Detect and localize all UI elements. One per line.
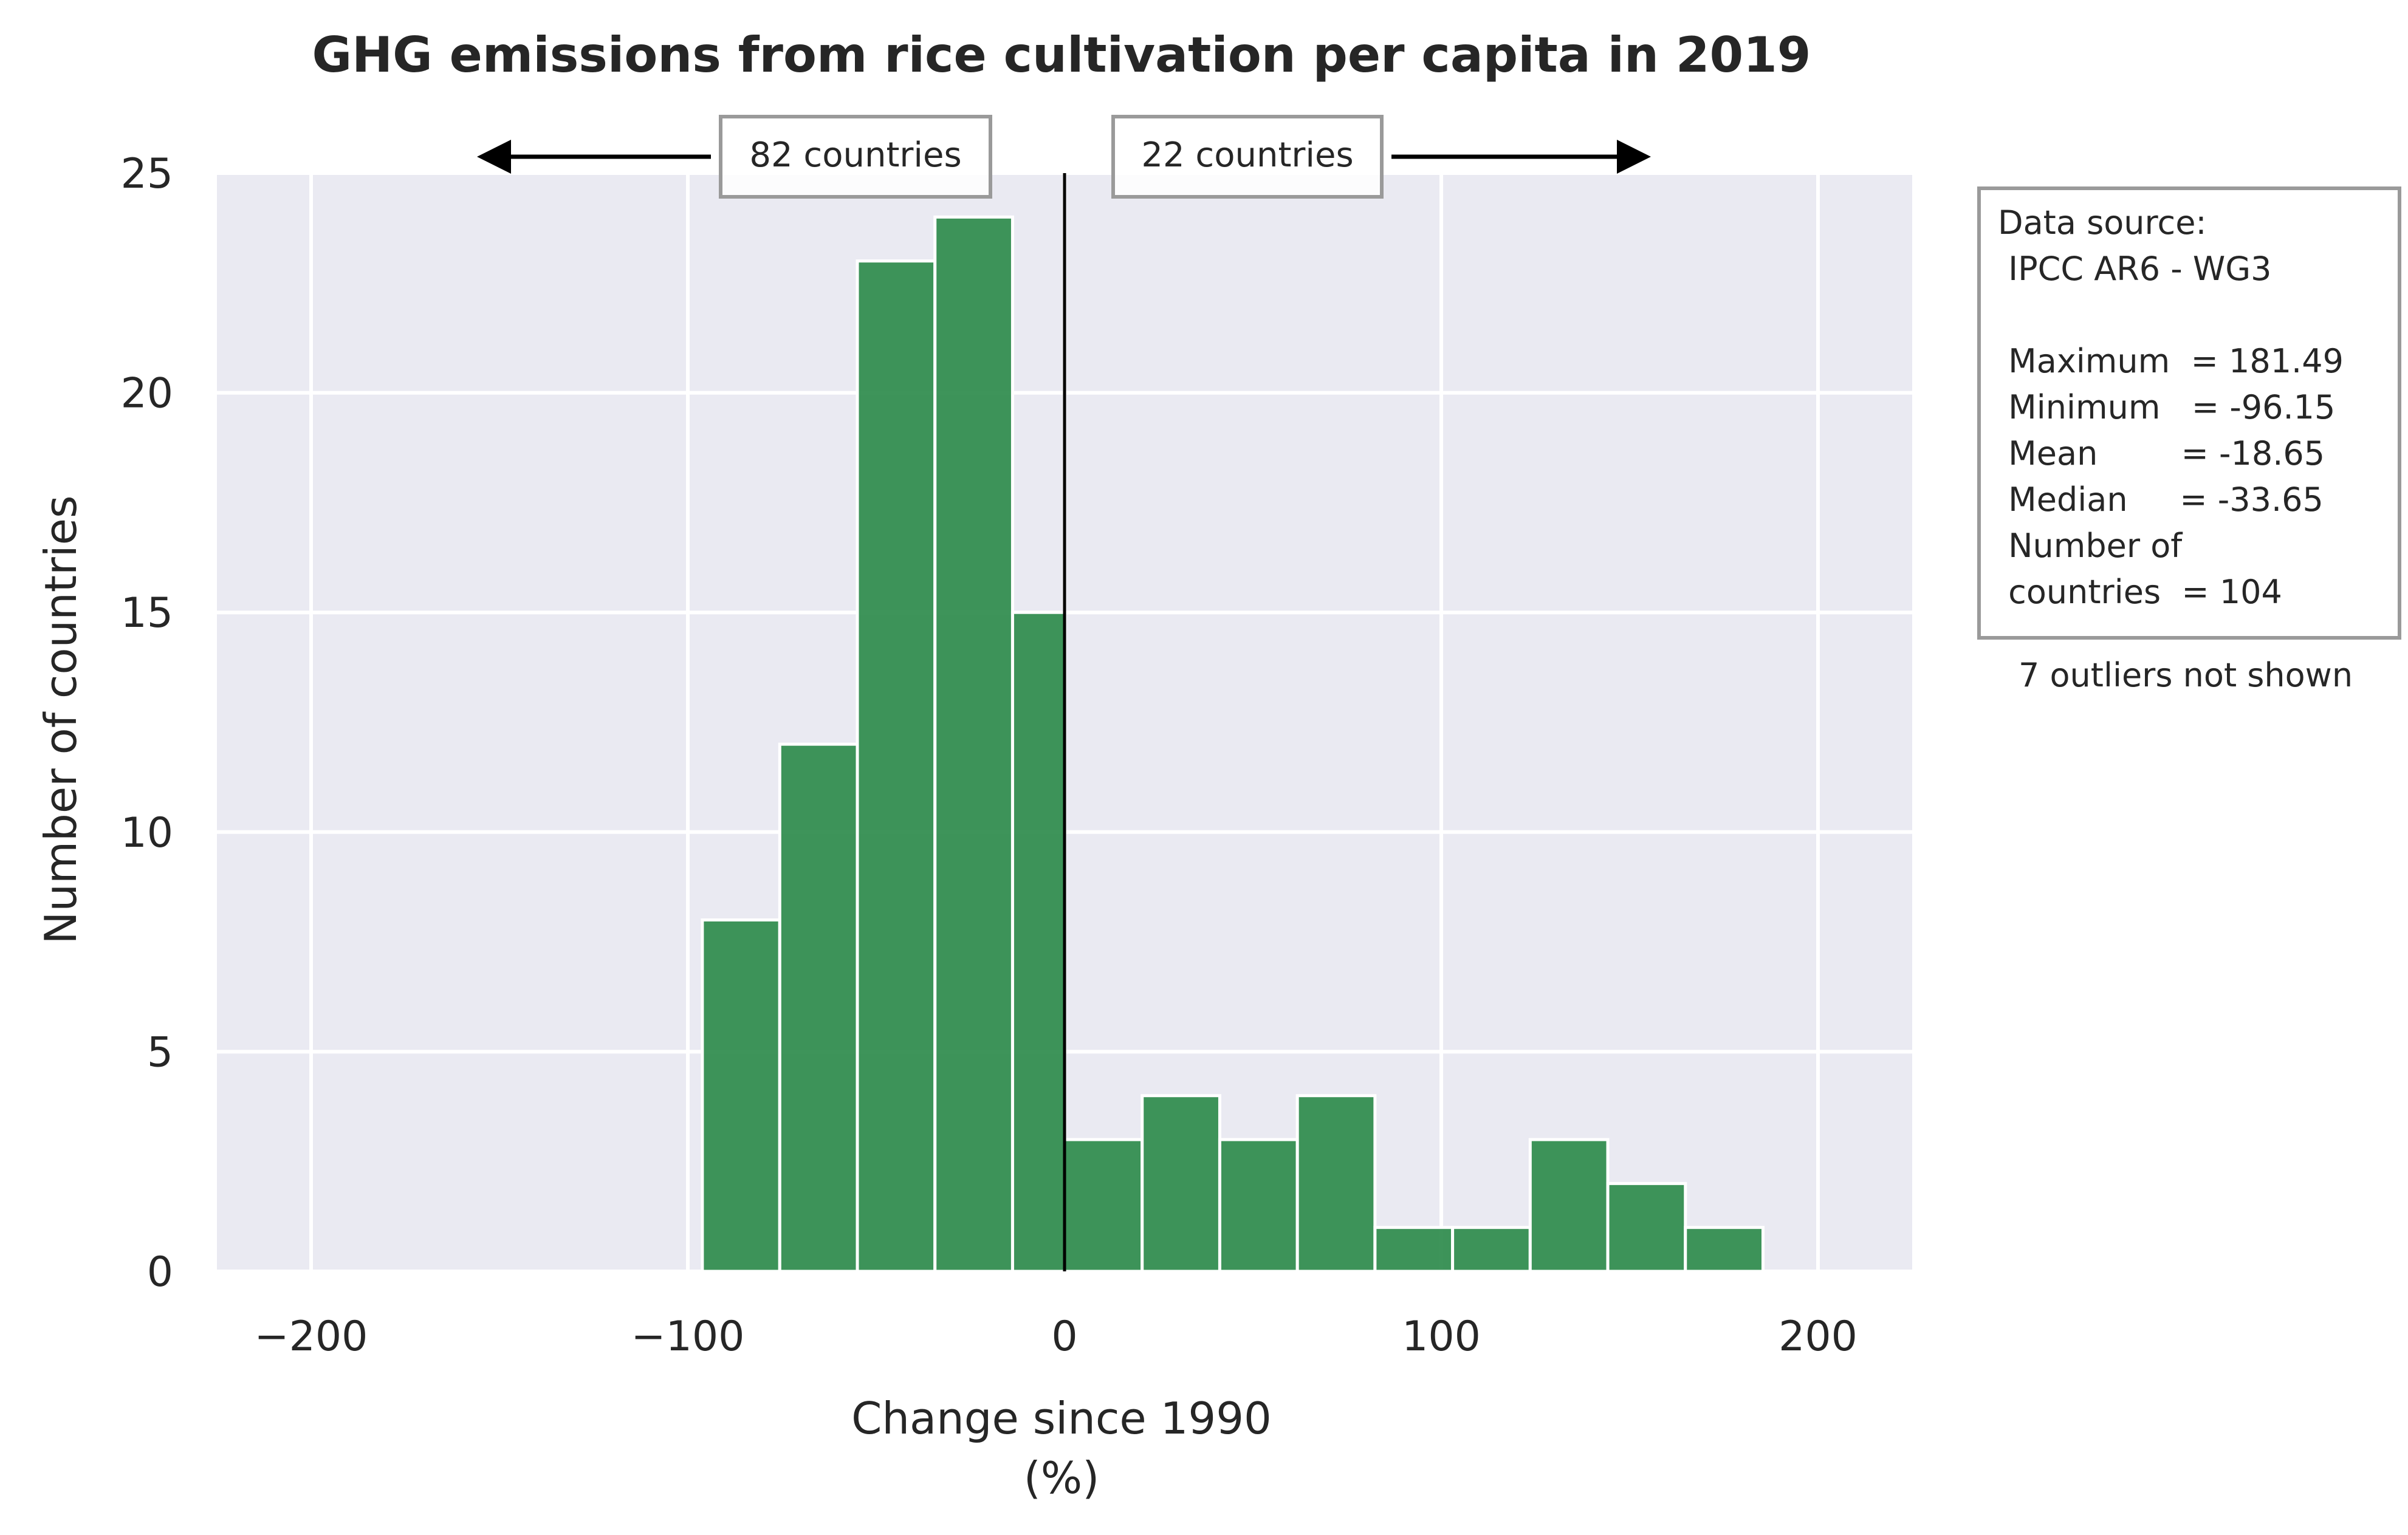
x-tick-label: 200: [1779, 1313, 1857, 1361]
y-tick-label: 15: [120, 589, 173, 637]
x-axis-label: Change since 1990: [851, 1393, 1272, 1444]
x-tick-label: 0: [1051, 1313, 1077, 1361]
histogram-bar: [1295, 1094, 1377, 1273]
right-count-label: 22 countries: [1141, 135, 1353, 175]
stats-box-lines: Data source: IPCC AR6 - WG3 Maximum = 18…: [1998, 203, 2344, 611]
y-tick-label: 20: [120, 370, 173, 418]
histogram-bar: [1141, 1094, 1221, 1273]
left-count-label: 82 countries: [749, 135, 961, 175]
y-tick-label: 5: [147, 1028, 173, 1076]
histogram-bar: [856, 259, 937, 1273]
stats-line: Median = -33.65: [1998, 480, 2324, 519]
histogram-bars: [701, 215, 1765, 1273]
stats-line: countries = 104: [1998, 573, 2282, 611]
y-axis-label: Number of countries: [35, 496, 86, 945]
histogram-bar: [1528, 1138, 1610, 1273]
histogram-bar: [1063, 1138, 1144, 1273]
histogram-bar: [1606, 1181, 1687, 1273]
right-count-annotation: 22 countries: [1111, 115, 1651, 199]
stats-line: Mean = -18.65: [1998, 434, 2325, 473]
histogram-bar: [933, 215, 1014, 1273]
y-axis-tick-labels: 0 5 10 15 20 25: [120, 150, 173, 1296]
histogram-bar: [1451, 1226, 1532, 1273]
left-count-annotation: 82 countries: [477, 115, 992, 199]
x-tick-label: 100: [1402, 1313, 1481, 1361]
x-axis-tick-labels: −200 −100 0 100 200: [255, 1313, 1857, 1361]
histogram-bar: [778, 742, 859, 1273]
stats-box: Data source: IPCC AR6 - WG3 Maximum = 18…: [1977, 186, 2401, 640]
outliers-note: 7 outliers not shown: [2019, 656, 2353, 694]
histogram-bar: [701, 918, 781, 1273]
stats-line: IPCC AR6 - WG3: [1998, 250, 2271, 288]
stats-line: Number of: [1998, 527, 2183, 565]
y-tick-label: 10: [120, 809, 173, 857]
stats-box-frame: [1977, 186, 2401, 640]
left-count-box: [719, 115, 992, 199]
y-tick-label: 0: [147, 1248, 173, 1296]
right-count-box: [1111, 115, 1384, 199]
y-tick-label: 25: [120, 150, 173, 198]
histogram-bar: [1010, 610, 1066, 1273]
histogram-bar: [1373, 1226, 1455, 1273]
stats-line: Minimum = -96.15: [1998, 388, 2335, 426]
x-tick-label: −200: [255, 1313, 368, 1361]
x-tick-label: −100: [631, 1313, 745, 1361]
x-axis-unit-label: (%): [1024, 1452, 1100, 1503]
chart-title: GHG emissions from rice cultivation per …: [312, 27, 1811, 83]
histogram-bar: [1218, 1138, 1299, 1273]
stats-line: Maximum = 181.49: [1998, 342, 2344, 380]
stats-line: Data source:: [1998, 203, 2207, 242]
histogram-bar: [1684, 1226, 1765, 1273]
